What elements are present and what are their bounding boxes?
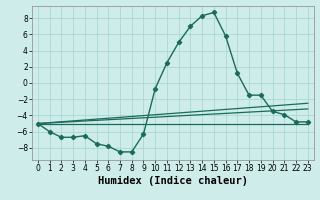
- X-axis label: Humidex (Indice chaleur): Humidex (Indice chaleur): [98, 176, 248, 186]
